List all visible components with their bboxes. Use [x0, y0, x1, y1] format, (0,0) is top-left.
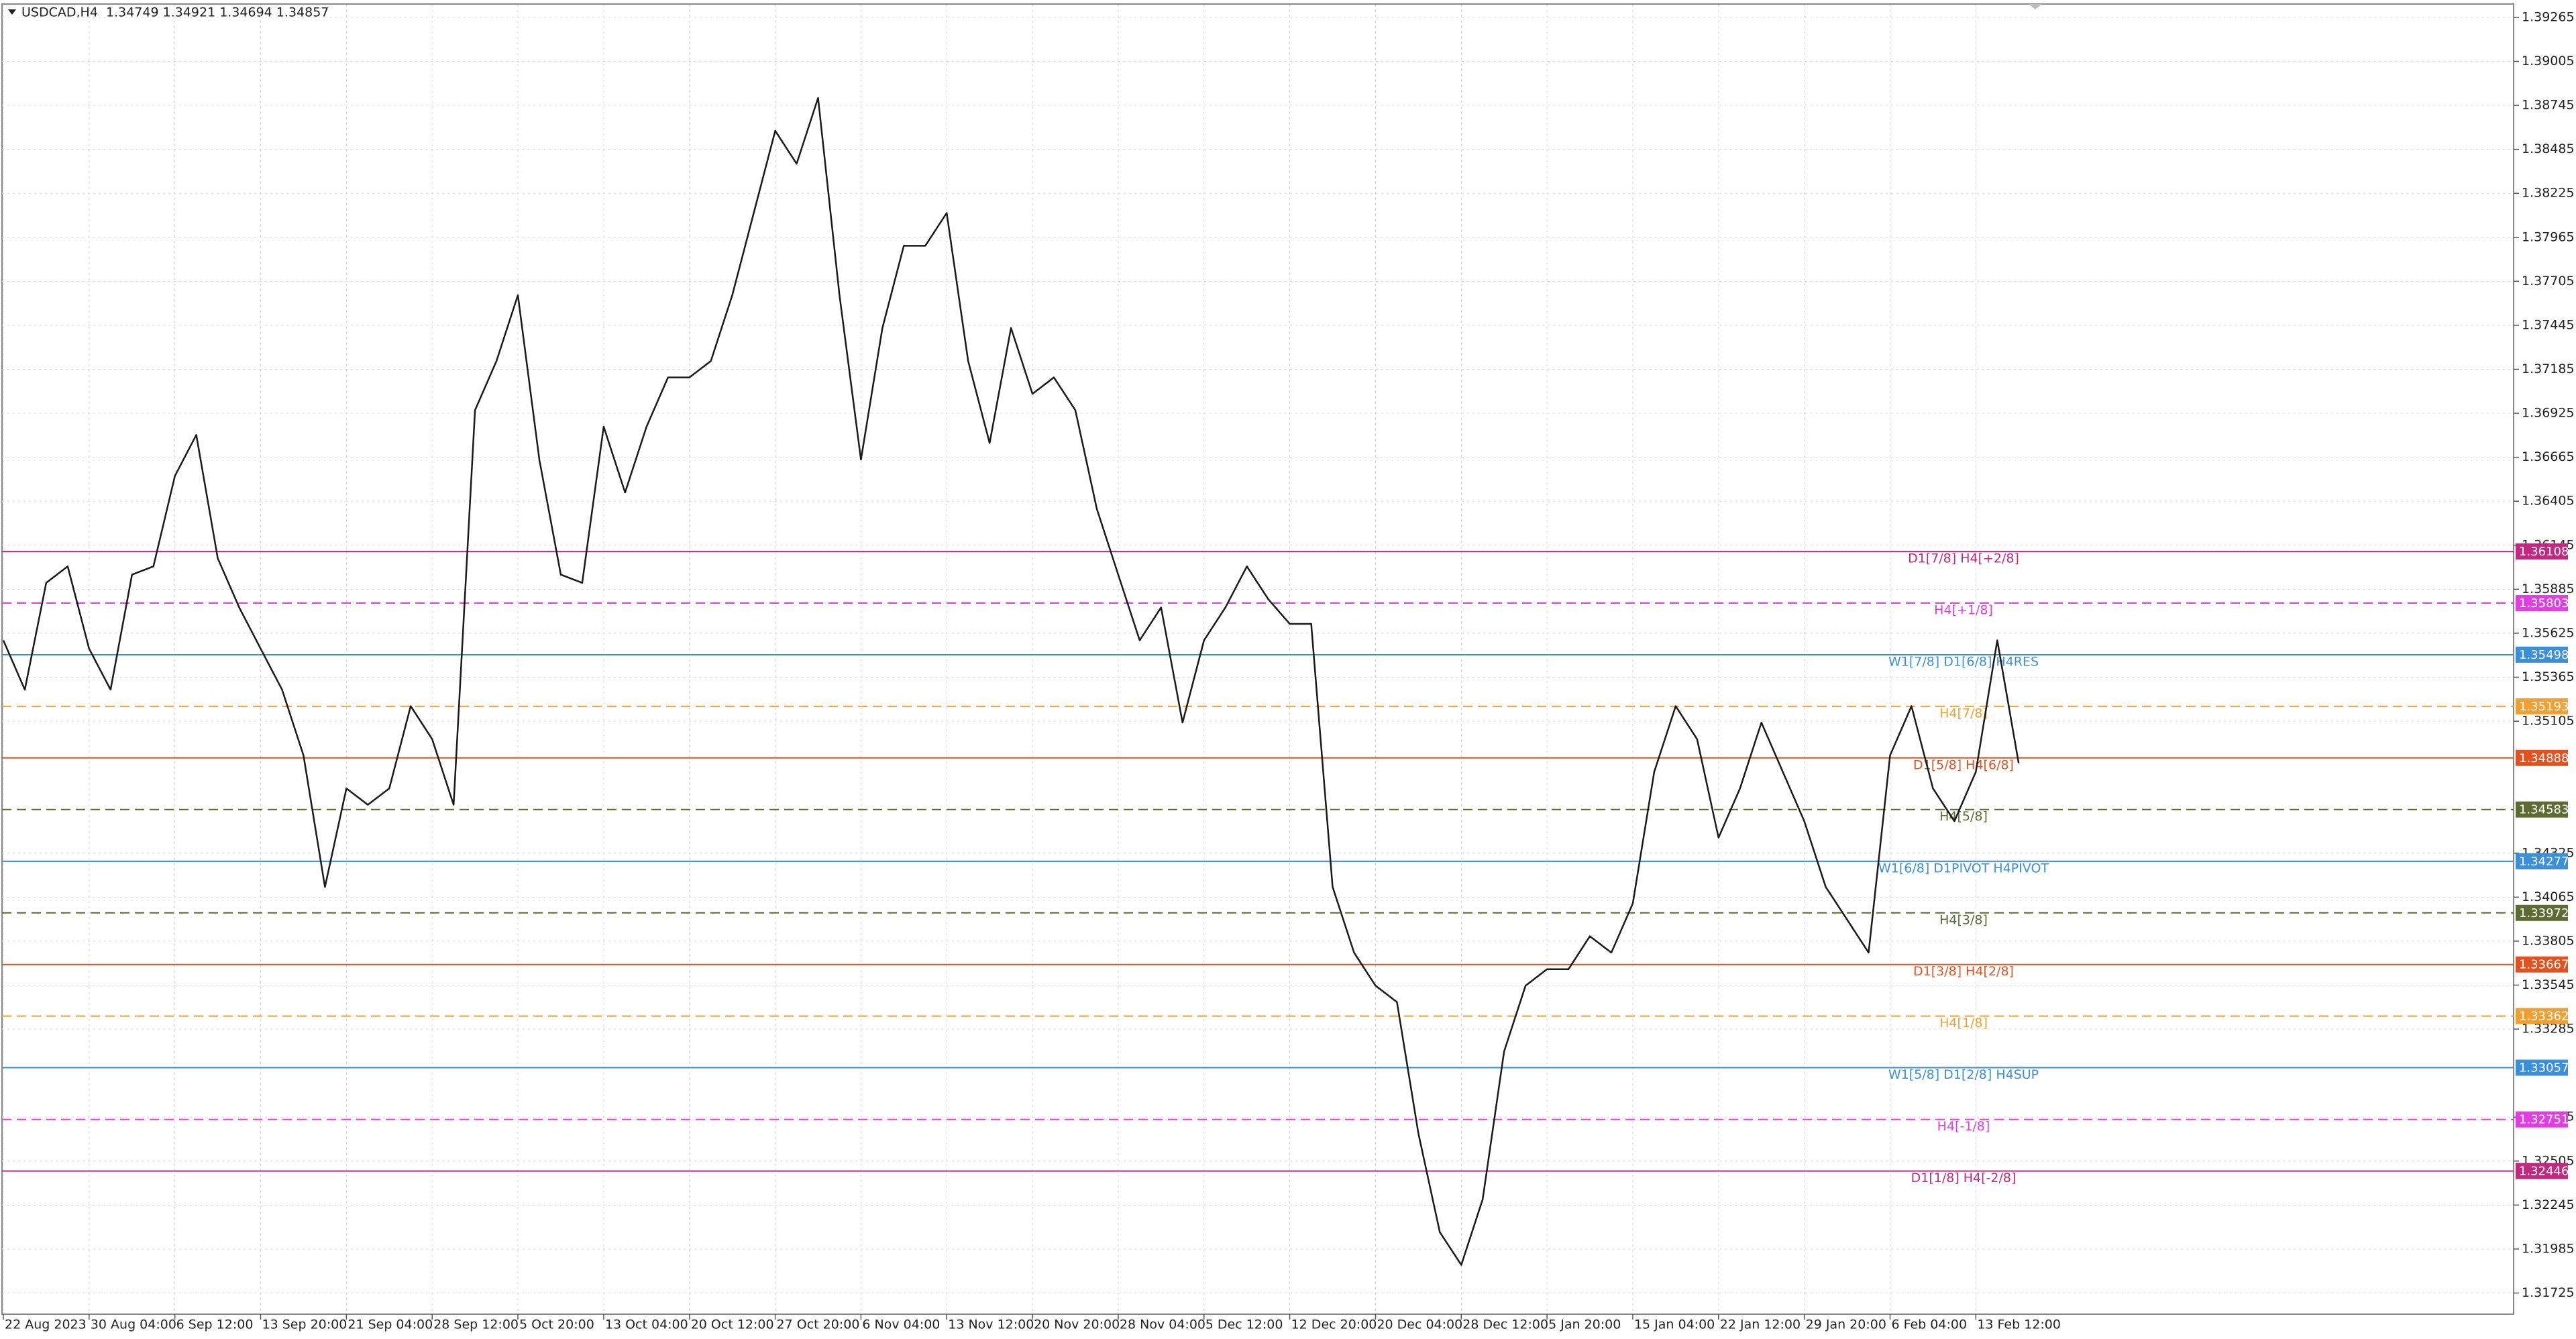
x-tick-label: 30 Aug 04:00 [91, 1318, 176, 1332]
price-tag-label: 1.34583 [2519, 803, 2569, 817]
price-tag [2516, 1163, 2568, 1179]
level-label: H4[3/8] [1939, 912, 1988, 927]
x-tick-label: 20 Nov 20:00 [1034, 1318, 1120, 1332]
y-tick-label: 1.37185 [2522, 362, 2575, 376]
x-tick-label: 22 Aug 2023 [5, 1318, 87, 1332]
price-tag [2516, 801, 2568, 818]
y-tick-label: 1.33285 [2522, 1022, 2575, 1036]
x-tick-label: 13 Sep 20:00 [262, 1318, 347, 1332]
y-tick-label: 1.39265 [2522, 9, 2575, 24]
y-tick-label: 1.35365 [2522, 670, 2575, 684]
y-tick-label: 1.38225 [2522, 186, 2575, 201]
x-tick-label: 12 Dec 20:00 [1291, 1318, 1377, 1332]
plot-frame [1, 3, 2514, 1315]
menu-arrow[interactable] [8, 9, 16, 15]
price-tag-label: 1.32751 [2519, 1113, 2569, 1127]
level-label: H4[-1/8] [1937, 1119, 1990, 1134]
y-tick-label: 1.32245 [2522, 1197, 2575, 1212]
y-tick-label: 1.36925 [2522, 406, 2575, 421]
x-tick-label: 15 Jan 04:00 [1634, 1318, 1715, 1332]
price-tag-label: 1.35803 [2519, 596, 2569, 610]
price-tag-label: 1.34277 [2519, 855, 2569, 869]
x-tick-label: 22 Jan 12:00 [1720, 1318, 1801, 1332]
price-tag [2516, 853, 2568, 869]
level-label: D1[7/8] H4[+2/8] [1908, 551, 2019, 566]
y-tick-label: 1.39005 [2522, 54, 2575, 68]
price-tag-label: 1.35498 [2519, 648, 2569, 662]
x-tick-label: 28 Dec 12:00 [1462, 1318, 1548, 1332]
level-label: D1[5/8] H4[6/8] [1913, 757, 2014, 772]
price-tag-label: 1.34888 [2519, 751, 2569, 765]
y-tick-label: 1.38745 [2522, 98, 2575, 113]
y-tick-label: 1.36405 [2522, 494, 2575, 508]
price-tag-label: 1.33057 [2519, 1061, 2569, 1075]
level-label: D1[1/8] H4[-2/8] [1911, 1171, 2017, 1185]
y-tick-label: 1.36665 [2522, 449, 2575, 464]
y-tick-label: 1.37705 [2522, 274, 2575, 288]
price-tag [2516, 543, 2568, 560]
x-tick-label: 29 Jan 20:00 [1806, 1318, 1886, 1332]
x-tick-label: 13 Oct 04:00 [605, 1318, 688, 1332]
price-tag [2516, 1059, 2568, 1076]
level-label: W1[5/8] D1[2/8] H4SUP [1888, 1067, 2039, 1082]
price-tag [2516, 646, 2568, 663]
x-tick-label: 20 Dec 04:00 [1377, 1318, 1462, 1332]
x-tick-label: 6 Feb 04:00 [1891, 1318, 1967, 1332]
x-tick-label: 28 Nov 04:00 [1120, 1318, 1205, 1332]
y-tick-label: 1.31985 [2522, 1241, 2575, 1256]
y-tick-label: 1.35885 [2522, 582, 2575, 596]
price-tag [2516, 956, 2568, 973]
price-tag-label: 1.32446 [2519, 1165, 2569, 1179]
price-tag-label: 1.36108 [2519, 545, 2569, 559]
y-tick-label: 1.35105 [2522, 714, 2575, 729]
price-tag [2516, 1111, 2568, 1128]
x-tick-label: 6 Sep 12:00 [176, 1318, 254, 1332]
x-tick-label: 13 Feb 12:00 [1977, 1318, 2061, 1332]
x-tick-label: 5 Oct 20:00 [519, 1318, 594, 1332]
y-tick-label: 1.37445 [2522, 317, 2575, 332]
shift-marker [2029, 4, 2042, 9]
x-tick-label: 28 Sep 12:00 [433, 1318, 519, 1332]
y-tick-label: 1.31725 [2522, 1285, 2575, 1300]
price-tag [2516, 595, 2568, 612]
level-label: H4[5/8] [1939, 809, 1988, 824]
x-tick-label: 21 Sep 04:00 [347, 1318, 433, 1332]
level-label: W1[7/8] D1[6/8] H4RES [1888, 654, 2039, 669]
price-tag [2516, 749, 2568, 766]
y-tick-label: 1.35625 [2522, 625, 2575, 640]
y-tick-label: 1.37965 [2522, 229, 2575, 244]
level-label: H4[1/8] [1939, 1016, 1988, 1030]
y-tick-label: 1.33805 [2522, 933, 2575, 948]
y-tick-label: 1.33545 [2522, 977, 2575, 992]
x-tick-label: 6 Nov 04:00 [862, 1318, 940, 1332]
x-tick-label: 20 Oct 12:00 [691, 1318, 774, 1332]
chart-title: USDCAD,H4 1.34749 1.34921 1.34694 1.3485… [21, 5, 329, 20]
x-tick-label: 27 Oct 20:00 [777, 1318, 860, 1332]
x-tick-label: 13 Nov 12:00 [948, 1318, 1034, 1332]
price-line [2, 97, 2020, 1266]
level-label: D1[3/8] H4[2/8] [1913, 964, 2014, 979]
level-label: W1[6/8] D1PIVOT H4PIVOT [1878, 861, 2049, 875]
price-tag-label: 1.35193 [2519, 700, 2569, 714]
level-label: H4[7/8] [1939, 706, 1988, 720]
price-tag [2516, 904, 2568, 921]
y-tick-label: 1.38485 [2522, 142, 2575, 156]
price-tag-label: 1.33972 [2519, 906, 2569, 920]
price-tag [2516, 1008, 2568, 1024]
x-tick-label: 5 Dec 12:00 [1205, 1318, 1283, 1332]
price-tag [2516, 698, 2568, 714]
y-tick-label: 1.34065 [2522, 890, 2575, 904]
price-tag-label: 1.33362 [2519, 1010, 2569, 1024]
price-tag-label: 1.33667 [2519, 958, 2569, 972]
level-label: H4[+1/8] [1934, 603, 1993, 618]
x-tick-label: 5 Jan 20:00 [1548, 1318, 1621, 1332]
